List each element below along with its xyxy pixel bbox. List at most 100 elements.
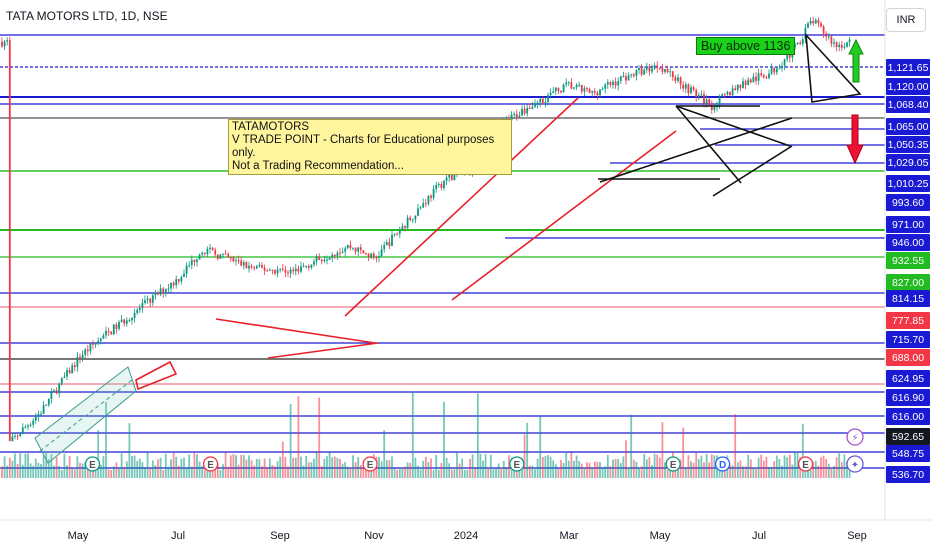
candle-body — [367, 254, 370, 258]
volume-bar — [833, 465, 835, 478]
volume-bar — [432, 469, 435, 478]
volume-bar — [765, 456, 768, 478]
lightning-icon[interactable] — [846, 428, 864, 446]
candle-body — [747, 79, 750, 86]
candle-body — [656, 65, 659, 69]
volume-bar — [224, 452, 227, 478]
candle-body — [110, 331, 113, 335]
volume-bar — [570, 452, 573, 478]
volume-bar — [591, 467, 594, 478]
candle-body — [276, 269, 279, 274]
time-axis: May Jul Sep Nov 2024 Mar May Jul Sep — [0, 519, 932, 542]
candle-body — [229, 257, 232, 259]
rally-lower — [451, 130, 677, 301]
candle-body — [692, 87, 695, 90]
volume-bar — [679, 459, 682, 478]
candle-body — [180, 276, 183, 282]
candle-body — [224, 253, 227, 255]
candle-body — [159, 288, 162, 295]
candle-body — [718, 96, 721, 107]
volume-bar — [105, 402, 107, 478]
candle-body — [380, 249, 383, 256]
volume-bar — [609, 466, 612, 478]
volume-bar — [11, 460, 14, 478]
time-tick: Nov — [364, 530, 384, 542]
candle-body — [170, 282, 172, 289]
volume-bar — [827, 463, 830, 478]
volume-bar — [14, 453, 16, 478]
volume-bar — [580, 463, 583, 478]
candle-body — [799, 42, 802, 44]
candle-body — [393, 233, 396, 235]
volume-bar — [739, 460, 742, 478]
volume-bar — [593, 461, 596, 478]
volume-bar — [456, 452, 458, 478]
candle-body — [201, 252, 204, 255]
volume-bar — [638, 467, 640, 478]
candle-body — [3, 41, 6, 47]
candle-body — [619, 76, 622, 82]
candle-body — [190, 259, 193, 266]
candle-body — [383, 245, 386, 250]
candle-body — [133, 313, 136, 319]
volume-bar — [336, 457, 339, 478]
candle-body — [47, 398, 50, 405]
volume-bar — [24, 453, 27, 478]
svg-text:⚡: ⚡ — [851, 433, 858, 444]
volume-bar — [284, 456, 287, 478]
candle-body — [115, 324, 118, 329]
volume-bar — [261, 466, 263, 478]
volume-bar — [453, 469, 456, 478]
candle-body — [448, 173, 451, 178]
volume-bar — [222, 464, 224, 478]
price-label: 1,068.40 — [888, 99, 929, 111]
volume-bar — [440, 463, 443, 478]
volume-bar — [721, 468, 724, 478]
candle-body — [768, 73, 770, 79]
candle-body — [515, 113, 518, 118]
volume-bar — [89, 467, 92, 478]
candle-body — [734, 88, 737, 91]
price-label-bg — [886, 59, 930, 76]
candle-body — [760, 73, 763, 76]
volume-bar — [617, 459, 620, 478]
volume-bar — [544, 456, 547, 478]
candle-body — [544, 101, 547, 103]
candle-body — [710, 105, 713, 110]
candle-body — [742, 81, 744, 88]
volume-bar — [658, 457, 661, 478]
volume-bar — [487, 467, 490, 478]
volume-bar — [378, 457, 380, 478]
candle-body — [396, 233, 399, 235]
candle-body — [721, 94, 724, 97]
candle-body — [125, 320, 128, 324]
volume-bar — [274, 466, 276, 478]
candle-body — [814, 19, 817, 24]
sparkle-icon[interactable] — [846, 455, 864, 473]
candle-body — [27, 425, 29, 427]
event-marker-label: D — [719, 460, 726, 471]
volume-bar — [331, 457, 334, 478]
pattern-line — [675, 105, 791, 147]
volume-bar — [154, 465, 157, 478]
candle-body — [632, 74, 635, 76]
currency-button[interactable]: INR — [886, 8, 926, 32]
buy-label: Buy above 1136 — [696, 37, 796, 55]
pattern-line — [712, 145, 793, 197]
candle-body — [362, 250, 365, 254]
volume-bar — [586, 462, 588, 478]
candle-body — [315, 256, 318, 262]
volume-bar — [50, 454, 53, 478]
volume-bar — [682, 427, 685, 478]
volume-bar — [305, 455, 308, 478]
volume-bar — [476, 393, 479, 478]
volume-bar — [107, 469, 110, 478]
candle-body — [812, 21, 815, 24]
candle-body — [781, 65, 783, 69]
volume-bar — [814, 460, 817, 478]
volume-bar — [705, 453, 708, 478]
event-marker — [665, 456, 681, 472]
volume-bar — [159, 457, 162, 478]
candle-body — [612, 81, 614, 85]
